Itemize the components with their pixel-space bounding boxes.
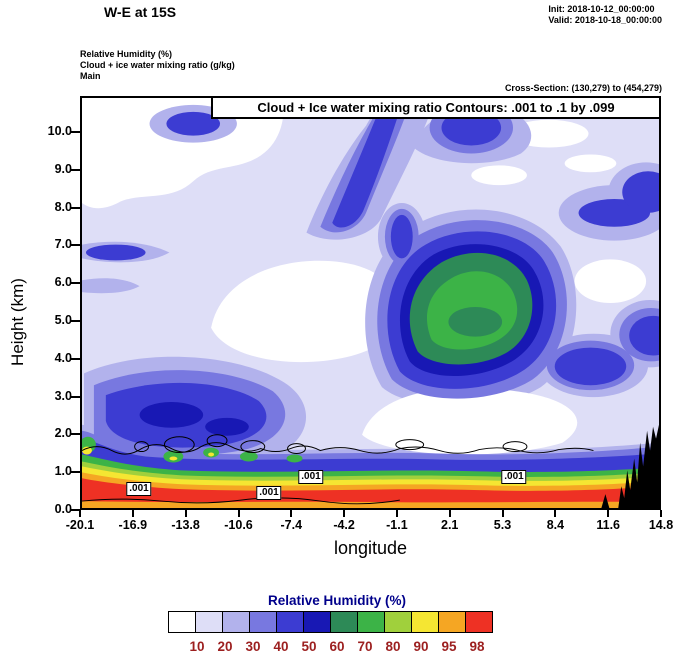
colorbar-swatch	[222, 611, 250, 633]
contour-value-label: .001	[126, 482, 152, 496]
contour-value-label: .001	[298, 470, 324, 484]
x-axis-tick-label: 14.8	[648, 518, 674, 532]
x-axis-tick	[395, 510, 398, 517]
x-axis-tick-label: -16.9	[118, 518, 148, 532]
plot-area	[80, 96, 661, 510]
x-axis-tick-label: -13.8	[171, 518, 200, 532]
y-axis-tick-label: 0.0	[54, 502, 72, 516]
colorbar-tick-label: 95	[441, 639, 457, 654]
y-axis-tick-label: 10.0	[47, 124, 72, 138]
colorbar-swatches	[168, 611, 493, 633]
y-axis-tick	[71, 168, 80, 171]
y-axis-tick-label: 5.0	[54, 313, 72, 327]
colorbar-swatch	[195, 611, 223, 633]
colorbar-swatch	[438, 611, 466, 633]
x-axis-tick-label: -4.2	[333, 518, 355, 532]
colorbar-tick-label: 10	[189, 639, 205, 654]
colorbar-tick-label: 30	[245, 639, 261, 654]
contour-value-label: .001	[501, 470, 527, 484]
y-axis-tick	[71, 282, 80, 285]
colorbar-swatch	[276, 611, 304, 633]
y-axis-tick	[71, 395, 80, 398]
contour-value-label: .001	[256, 486, 282, 500]
y-axis-tick-label: 8.0	[54, 199, 72, 214]
x-axis-tick-label: -1.1	[386, 518, 408, 532]
y-axis-tick	[71, 357, 80, 360]
colorbar-tick-label: 40	[273, 639, 289, 654]
x-axis-tick-label: -10.6	[224, 518, 253, 532]
y-axis-tick-label: 6.0	[54, 275, 72, 290]
contour-range-banner: Cloud + Ice water mixing ratio Contours:…	[211, 96, 661, 119]
run-times: Init: 2018-10-12_00:00:00 Valid: 2018-10…	[548, 4, 662, 26]
y-axis-tick	[71, 131, 80, 133]
x-axis-tick-label: 5.3	[493, 518, 512, 532]
humidity-field-svg	[82, 98, 659, 508]
y-axis-tick-label: 1.0	[54, 464, 72, 479]
y-axis-tick	[71, 244, 80, 247]
y-axis-tick-label: 3.0	[54, 388, 72, 403]
x-axis-tick-label: -7.4	[280, 518, 303, 532]
dry-white-low-center	[362, 387, 578, 455]
valid-time: Valid: 2018-10-18_00:00:00	[548, 15, 662, 25]
x-axis-tick-label: 2.1	[440, 518, 459, 532]
x-axis-tick	[79, 510, 81, 517]
surface-saturated-band	[82, 436, 659, 508]
y-axis-tick	[71, 433, 80, 436]
colorbar-tick-label: 80	[385, 639, 401, 654]
field-name-contour: Cloud + ice water mixing ratio (g/kg)	[80, 60, 235, 70]
init-time: Init: 2018-10-12_00:00:00	[548, 4, 655, 14]
y-axis-title: Height (km)	[8, 278, 27, 366]
colorbar-tick-label: 50	[301, 639, 317, 654]
x-axis-tick	[501, 510, 504, 517]
colorbar-swatch	[249, 611, 277, 633]
x-axis-tick	[448, 510, 451, 517]
field-name-fill: Relative Humidity (%)	[80, 49, 173, 59]
y-axis-tick-label: 4.0	[54, 350, 72, 365]
y-axis-tick-label: 2.0	[54, 426, 72, 441]
x-axis-tick	[184, 510, 187, 517]
x-axis-tick-label: 11.6	[596, 518, 621, 532]
colorbar-swatch	[303, 611, 331, 633]
x-axis-tick	[237, 510, 240, 517]
colorbar-swatch	[384, 611, 412, 633]
x-axis-tick	[554, 510, 557, 517]
terrain-silhouette	[601, 424, 659, 508]
x-axis-title: longitude	[333, 538, 408, 558]
x-axis-tick	[607, 510, 610, 517]
y-axis-tick	[71, 471, 80, 474]
y-axis-tick-label: 7.0	[54, 237, 72, 252]
field-meta: Relative Humidity (%) Cloud + ice water …	[80, 49, 235, 82]
colorbar-tick-label: 90	[413, 639, 429, 654]
x-axis-tick-label: 8.4	[546, 518, 565, 532]
colorbar-title: Relative Humidity (%)	[267, 593, 407, 608]
x-axis-tick	[131, 510, 134, 517]
grid-name: Main	[80, 71, 101, 81]
y-axis-tick	[71, 509, 80, 511]
colorbar-tick-label: 70	[357, 639, 373, 654]
y-axis-tick	[71, 206, 80, 209]
colorbar-tick-label: 98	[469, 639, 485, 654]
x-axis-tick	[290, 510, 293, 517]
colorbar-swatch	[330, 611, 358, 633]
colorbar-swatch	[411, 611, 439, 633]
page-title: W-E at 15S	[104, 4, 177, 20]
colorbar-tick-label: 20	[217, 639, 233, 654]
cross-section-coords: Cross-Section: (130,279) to (454,279)	[504, 83, 662, 93]
y-axis-tick-label: 9.0	[54, 161, 72, 176]
x-axis-tick	[343, 510, 346, 517]
colorbar-swatch	[168, 611, 196, 633]
green-moist-core	[409, 252, 533, 365]
x-axis-tick-label: -20.1	[65, 518, 95, 532]
x-axis-tick	[660, 510, 662, 517]
cloud-contour-lines	[82, 434, 594, 505]
colorbar-swatch	[465, 611, 493, 633]
y-axis-tick	[71, 320, 80, 322]
colorbar-swatch	[357, 611, 385, 633]
colorbar-tick-label: 60	[329, 639, 345, 654]
